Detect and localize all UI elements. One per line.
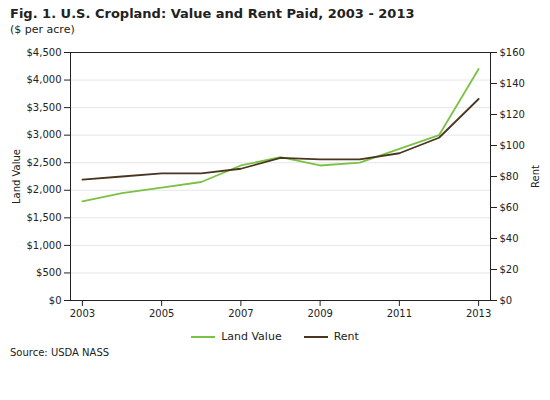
svg-text:2007: 2007 bbox=[228, 308, 253, 319]
svg-text:$120: $120 bbox=[500, 109, 525, 120]
svg-text:$160: $160 bbox=[500, 47, 525, 58]
svg-text:$1,500: $1,500 bbox=[27, 212, 62, 223]
svg-text:$20: $20 bbox=[500, 264, 519, 275]
svg-text:Land Value: Land Value bbox=[11, 149, 22, 204]
svg-text:$60: $60 bbox=[500, 202, 519, 213]
svg-text:$140: $140 bbox=[500, 78, 525, 89]
svg-text:$3,000: $3,000 bbox=[27, 129, 62, 140]
svg-text:$1,000: $1,000 bbox=[27, 240, 62, 251]
svg-text:2005: 2005 bbox=[149, 308, 174, 319]
svg-text:$0: $0 bbox=[49, 295, 62, 306]
svg-text:$4,500: $4,500 bbox=[27, 47, 62, 58]
svg-text:2013: 2013 bbox=[466, 308, 491, 319]
svg-text:2011: 2011 bbox=[387, 308, 412, 319]
svg-text:$4,000: $4,000 bbox=[27, 74, 62, 85]
svg-text:2009: 2009 bbox=[307, 308, 332, 319]
svg-text:2003: 2003 bbox=[70, 308, 95, 319]
svg-text:$500: $500 bbox=[36, 267, 61, 278]
svg-text:$40: $40 bbox=[500, 233, 519, 244]
svg-text:$80: $80 bbox=[500, 171, 519, 182]
svg-text:$0: $0 bbox=[500, 295, 513, 306]
svg-text:$3,500: $3,500 bbox=[27, 102, 62, 113]
html-text:Source: USDA NASS: Source: USDA NASS bbox=[10, 347, 110, 358]
html-text:Land Value: Land Value bbox=[221, 330, 282, 343]
html-text:Rent: Rent bbox=[333, 330, 359, 343]
svg-text:Rent: Rent bbox=[530, 165, 541, 188]
svg-text:$2,000: $2,000 bbox=[27, 184, 62, 195]
html-text:($ per acre): ($ per acre) bbox=[10, 23, 75, 36]
html-text:Fig. 1. U.S. Cropland: Value a: Fig. 1. U.S. Cropland: Value and Rent Pa… bbox=[10, 6, 415, 21]
svg-text:$2,500: $2,500 bbox=[27, 157, 62, 168]
svg-text:$100: $100 bbox=[500, 140, 525, 151]
